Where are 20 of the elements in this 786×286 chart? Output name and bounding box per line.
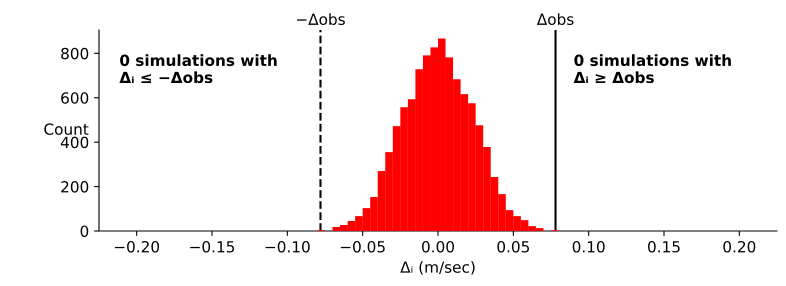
x-tick-label: −0.15	[190, 240, 234, 253]
y-tick-label: 800	[61, 48, 88, 60]
x-tick-label: 0.15	[648, 240, 680, 253]
x-tick-label: 0.05	[497, 240, 530, 253]
x-tick-label: −0.05	[340, 240, 385, 253]
x-tick-label: 0.00	[422, 240, 454, 253]
y-tick-label: 600	[61, 92, 88, 104]
y-tick-label: 200	[61, 181, 88, 193]
x-tick-label: −0.20	[114, 240, 160, 253]
ref-line-label: Δobs	[536, 13, 574, 26]
annotation: 0 simulations with Δᵢ ≥ Δobs	[574, 54, 731, 84]
annotation: 0 simulations with Δᵢ ≤ −Δobs	[119, 54, 277, 84]
y-tick-label: 0	[80, 225, 88, 238]
x-tick-label: 0.10	[572, 240, 605, 253]
x-axis-title: Δᵢ (m/sec)	[400, 261, 475, 275]
y-tick-label: 400	[60, 136, 88, 148]
x-tick-label: 0.20	[723, 240, 756, 253]
ref-line-label: −Δobs	[296, 13, 345, 26]
y-axis-title: Count	[44, 123, 88, 135]
x-tick-label: −0.10	[266, 240, 310, 253]
